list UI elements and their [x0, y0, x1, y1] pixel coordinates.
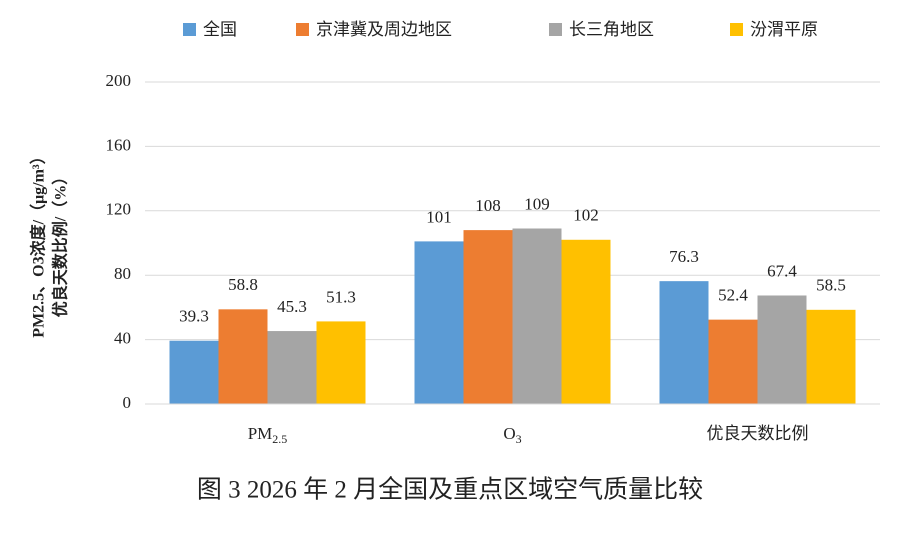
value-label: 109: [524, 194, 550, 213]
bar: [708, 319, 758, 404]
bar: [316, 321, 366, 404]
y-tick-label: 80: [114, 264, 131, 283]
value-label: 39.3: [179, 307, 209, 326]
bar: [414, 241, 464, 404]
y-tick-label: 160: [106, 135, 132, 154]
value-label: 102: [573, 206, 599, 225]
value-label: 76.3: [669, 247, 699, 266]
y-tick-label: 40: [114, 329, 131, 348]
legend-swatch: [730, 23, 743, 36]
legend-label: 京津冀及周边地区: [316, 20, 452, 40]
value-label: 58.8: [228, 275, 258, 294]
y-tick-label: 120: [106, 200, 132, 219]
legend-label: 长三角地区: [569, 20, 654, 40]
bar: [757, 295, 807, 404]
value-label: 101: [426, 207, 452, 226]
legend-swatch: [296, 23, 309, 36]
bar: [169, 340, 219, 404]
bar: [267, 331, 317, 404]
value-label: 58.5: [816, 276, 846, 295]
bar: [561, 239, 611, 404]
x-tick-label: 优良天数比例: [707, 424, 809, 443]
legend-label: 汾渭平原: [750, 20, 818, 40]
value-label: 45.3: [277, 297, 307, 316]
bar: [806, 309, 856, 404]
value-label: 51.3: [326, 287, 356, 306]
value-label: 67.4: [767, 261, 797, 280]
bar: [512, 228, 562, 404]
legend-swatch: [549, 23, 562, 36]
x-tick-label: O3: [503, 424, 521, 446]
bar: [659, 281, 709, 404]
x-tick-label: PM2.5: [248, 424, 288, 446]
y-axis-label: 优良天数比例/（%）: [51, 169, 70, 317]
y-axis-label: PM2.5、O3浓度/（μg/m³）: [29, 148, 48, 337]
value-label: 108: [475, 196, 501, 215]
y-tick-label: 0: [123, 393, 132, 412]
chart-caption: 图 3 2026 年 2 月全国及重点区域空气质量比较: [197, 476, 703, 504]
y-tick-label: 200: [106, 71, 132, 90]
legend-swatch: [183, 23, 196, 36]
bar: [218, 309, 268, 404]
bar: [463, 230, 513, 404]
value-label: 52.4: [718, 286, 748, 305]
legend-label: 全国: [203, 20, 237, 40]
